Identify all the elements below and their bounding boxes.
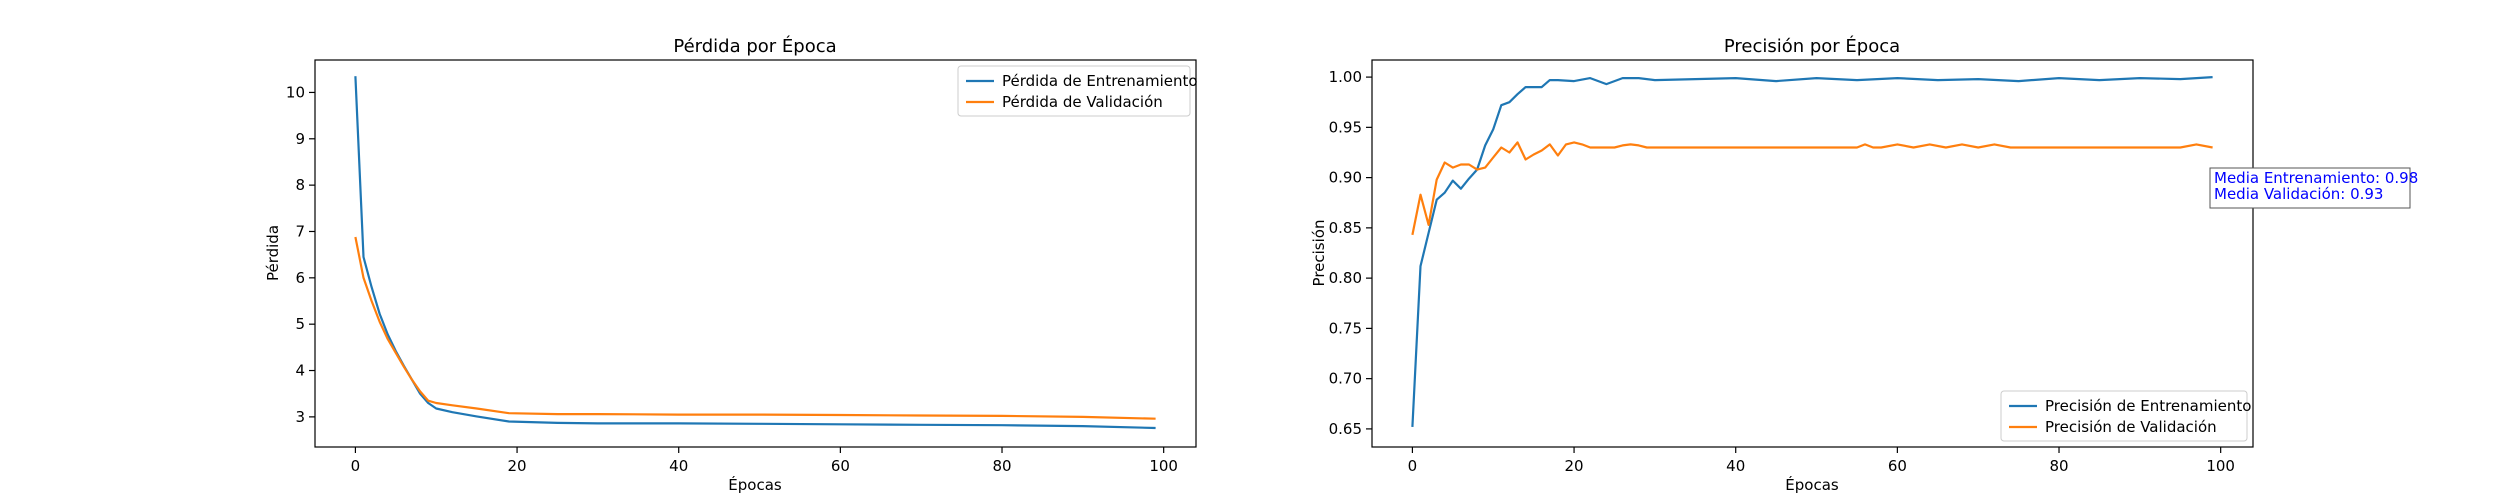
loss-chart-ytick-label: 7	[295, 222, 305, 240]
loss-chart-xlabel: Épocas	[728, 475, 782, 494]
accuracy-chart-legend	[2000, 390, 2248, 442]
accuracy-chart-series-line-2	[1411, 141, 2213, 236]
accuracy-chart-xtick-label: 20	[1565, 457, 1584, 475]
loss-chart-xtick-label: 60	[831, 457, 850, 475]
accuracy-chart-series-line-1	[1411, 76, 2213, 427]
loss-chart-xtick-label: 100	[1149, 457, 1178, 475]
loss-chart: Pérdida por Época Épocas Pérdida 0 20 40 60…	[264, 35, 1198, 494]
loss-chart-xtick-label: 80	[992, 457, 1011, 475]
accuracy-chart-ylabel: Precisión	[1310, 220, 1328, 287]
loss-chart-legend	[957, 65, 1191, 117]
accuracy-chart-ytick-label: 1.00	[1329, 68, 1362, 86]
loss-chart-ytick-label: 10	[286, 83, 305, 101]
loss-chart-legend-label-2: Pérdida de Validación	[1002, 93, 1163, 111]
loss-chart-ylabel: Pérdida	[264, 225, 282, 281]
accuracy-chart-annotation-line-2: Media Validación: 0.93	[2214, 185, 2383, 203]
accuracy-chart-ytick-label: 0.90	[1329, 169, 1362, 187]
accuracy-chart: Precisión por Época Épocas Precisión 0 20…	[1310, 35, 2418, 494]
loss-chart-series-line-1	[354, 76, 1156, 430]
loss-chart-legend-label-1: Pérdida de Entrenamiento	[1002, 72, 1198, 90]
accuracy-chart-xtick-label: 100	[2206, 457, 2235, 475]
loss-chart-ytick-label: 5	[295, 315, 305, 333]
loss-chart-ytick-label: 6	[295, 269, 305, 287]
accuracy-chart-annotation-line-1: Media Entrenamiento: 0.98	[2214, 169, 2418, 187]
accuracy-chart-title: Precisión por Época	[1724, 35, 1900, 57]
accuracy-chart-ytick-label: 0.70	[1329, 370, 1362, 388]
accuracy-chart-ytick-label: 0.80	[1329, 269, 1362, 287]
accuracy-chart-xtick-label: 60	[1888, 457, 1907, 475]
accuracy-chart-xlabel: Épocas	[1785, 475, 1839, 494]
loss-chart-ytick-label: 8	[295, 176, 305, 194]
accuracy-chart-annotation-box	[2209, 167, 2411, 209]
accuracy-chart-xtick-label: 80	[2049, 457, 2068, 475]
accuracy-chart-xtick-label: 0	[1408, 457, 1418, 475]
accuracy-chart-legend-label-2: Precisión de Validación	[2045, 418, 2217, 436]
accuracy-chart-xtick-label: 40	[1726, 457, 1745, 475]
loss-chart-title: Pérdida por Época	[673, 35, 836, 57]
loss-chart-ytick-label: 4	[295, 362, 305, 380]
accuracy-chart-axes-frame	[1371, 59, 2254, 448]
loss-chart-xtick-label: 0	[351, 457, 361, 475]
loss-chart-ytick-label: 9	[295, 130, 305, 148]
accuracy-chart-legend-label-1: Precisión de Entrenamiento	[2045, 397, 2251, 415]
accuracy-chart-ytick-label: 0.85	[1329, 219, 1362, 237]
loss-chart-xtick-label: 20	[508, 457, 527, 475]
accuracy-chart-ytick-label: 0.95	[1329, 118, 1362, 136]
accuracy-chart-ytick-label: 0.75	[1329, 319, 1362, 337]
accuracy-chart-ytick-label: 0.65	[1329, 420, 1362, 438]
loss-chart-ytick-label: 3	[295, 408, 305, 426]
loss-chart-axes-frame	[314, 59, 1197, 448]
loss-chart-series-line-2	[354, 236, 1156, 420]
loss-chart-xtick-label: 40	[669, 457, 688, 475]
